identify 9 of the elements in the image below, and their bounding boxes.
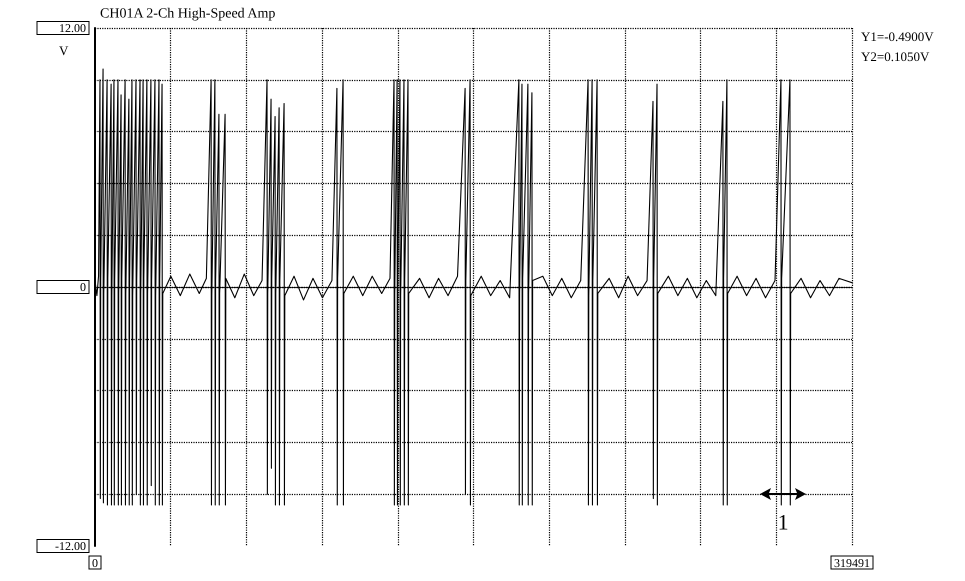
y-tick-label: -12.00 xyxy=(55,539,86,553)
text: Y2=0.1050V xyxy=(861,49,930,64)
y-tick-label: 0 xyxy=(80,280,86,294)
chart-title: CH01A 2-Ch High-Speed Amp xyxy=(100,6,276,22)
y-axis-title: V xyxy=(59,43,69,58)
y-tick-label: 12.00 xyxy=(59,21,86,35)
annotation: 1 xyxy=(778,510,789,535)
x-tick-label: 319491 xyxy=(834,556,870,570)
text: Y1=-0.4900V xyxy=(861,29,934,44)
